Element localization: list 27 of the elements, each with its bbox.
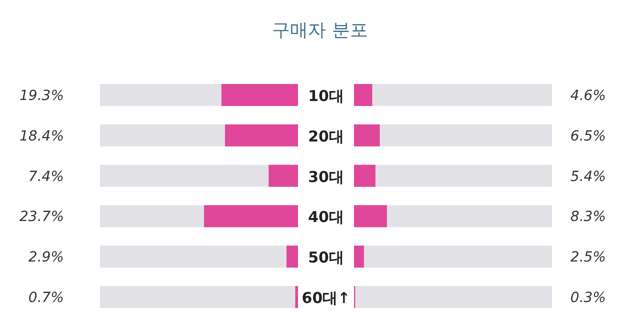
data-label: 19.3%	[20, 88, 64, 104]
chart-title: 구매자 분포	[272, 20, 368, 41]
bar	[295, 286, 298, 308]
data-label: 2.9%	[28, 250, 64, 266]
bar	[286, 246, 298, 268]
bar	[354, 164, 376, 187]
y-tick-label: 50대	[308, 248, 344, 267]
y-tick-label: 40대	[308, 208, 344, 226]
y-tick-label: 20대	[308, 127, 344, 146]
data-label: 2.5%	[570, 250, 606, 266]
bar	[354, 205, 387, 228]
data-label: 23.7%	[20, 209, 64, 226]
data-label: 4.6%	[570, 88, 606, 104]
data-label: 0.3%	[570, 290, 606, 306]
bar	[354, 124, 380, 146]
bar	[354, 246, 364, 268]
bar	[268, 164, 298, 187]
data-label: 8.3%	[570, 209, 606, 226]
bar	[354, 84, 372, 106]
data-label: 18.4%	[20, 128, 64, 144]
y-tick-label: 60대↑	[302, 289, 350, 307]
data-label: 0.7%	[28, 290, 64, 306]
data-label: 6.5%	[570, 128, 606, 144]
y-tick-label: 30대	[308, 168, 344, 186]
data-label: 5.4%	[570, 168, 606, 185]
data-label: 7.4%	[28, 168, 64, 185]
y-tick-label: 10대	[308, 87, 344, 105]
